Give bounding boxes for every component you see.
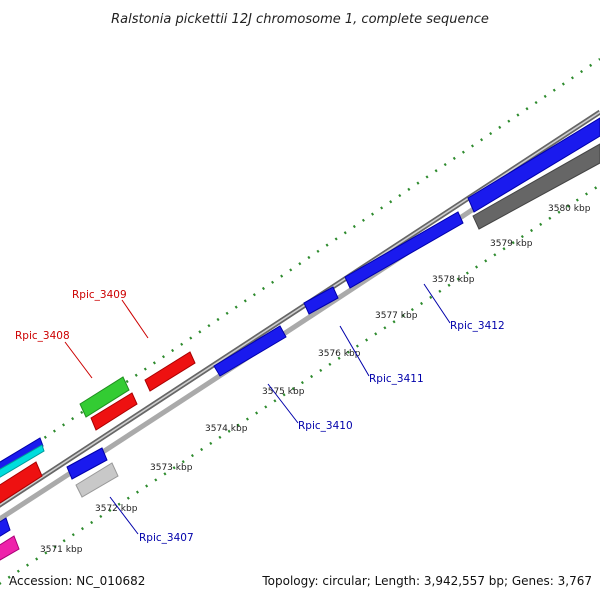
gene-block-3412-long[interactable]	[467, 117, 600, 213]
gene-label-rpic-3408[interactable]: Rpic_3408	[15, 330, 70, 342]
map-title: Ralstonia pickettii 12J chromosome 1, co…	[111, 12, 489, 27]
tick-label-3573: 3573 kbp	[150, 463, 193, 473]
gene-block-3410[interactable]	[213, 325, 287, 377]
gene-block-left-blue-lower[interactable]	[0, 517, 11, 538]
gene-label-rpic-3410[interactable]: Rpic_3410	[298, 420, 353, 432]
gene-block-left-cyan[interactable]	[0, 444, 45, 479]
gene-block-left-magenta[interactable]	[0, 535, 20, 561]
gene-block-3412[interactable]	[344, 211, 464, 289]
tick-label-3575: 3575 kbp	[262, 387, 305, 397]
gene-label-rpic-3407[interactable]: Rpic_3407	[139, 532, 194, 544]
gene-leader-lines	[64, 283, 451, 535]
gene-block-3407[interactable]	[66, 447, 108, 480]
gene-block-3409[interactable]	[144, 351, 196, 392]
tick-label-3577: 3577 kbp	[375, 311, 418, 321]
tick-label-3572: 3572 kbp	[95, 504, 138, 514]
gene-label-rpic-3412[interactable]: Rpic_3412	[450, 320, 505, 332]
gene-block-grey-long[interactable]	[472, 143, 600, 230]
gene-block-grey[interactable]	[75, 462, 119, 498]
tick-label-3576: 3576 kbp	[318, 349, 361, 359]
tick-label-3579: 3579 kbp	[490, 239, 533, 249]
tick-label-3571: 3571 kbp	[40, 545, 83, 555]
gene-labels: Rpic_3407 Rpic_3408 Rpic_3409 Rpic_3410 …	[15, 289, 505, 544]
tick-label-3580: 3580 kbp	[548, 204, 591, 214]
gene-block-green[interactable]	[79, 376, 130, 418]
tick-label-3574: 3574 kbp	[205, 424, 248, 434]
gene-block-3408[interactable]	[90, 392, 138, 431]
tick-label-3578: 3578 kbp	[432, 275, 475, 285]
gene-block-3411[interactable]	[303, 286, 339, 315]
forward-genes	[0, 117, 600, 561]
gene-label-rpic-3409[interactable]: Rpic_3409	[72, 289, 127, 301]
accession-text: Accession: NC_010682	[9, 574, 146, 588]
gene-block-left-red[interactable]	[0, 461, 43, 504]
gene-label-rpic-3411[interactable]: Rpic_3411	[369, 373, 424, 385]
inner-tick-ring	[0, 183, 600, 585]
topology-text: Topology: circular; Length: 3,942,557 bp…	[262, 574, 592, 588]
tick-label-group: 3571 kbp 3572 kbp 3573 kbp 3574 kbp 3575…	[40, 204, 591, 555]
